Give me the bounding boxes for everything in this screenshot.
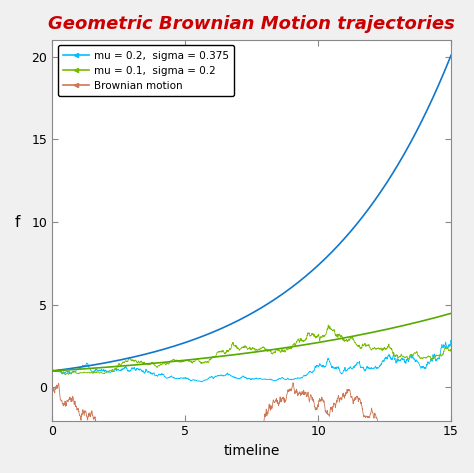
Y-axis label: f: f bbox=[15, 215, 20, 230]
Legend: mu = 0.2,  sigma = 0.375, mu = 0.1,  sigma = 0.2, Brownian motion: mu = 0.2, sigma = 0.375, mu = 0.1, sigma… bbox=[57, 45, 234, 96]
X-axis label: timeline: timeline bbox=[224, 444, 280, 458]
Title: Geometric Brownian Motion trajectories: Geometric Brownian Motion trajectories bbox=[48, 15, 455, 33]
